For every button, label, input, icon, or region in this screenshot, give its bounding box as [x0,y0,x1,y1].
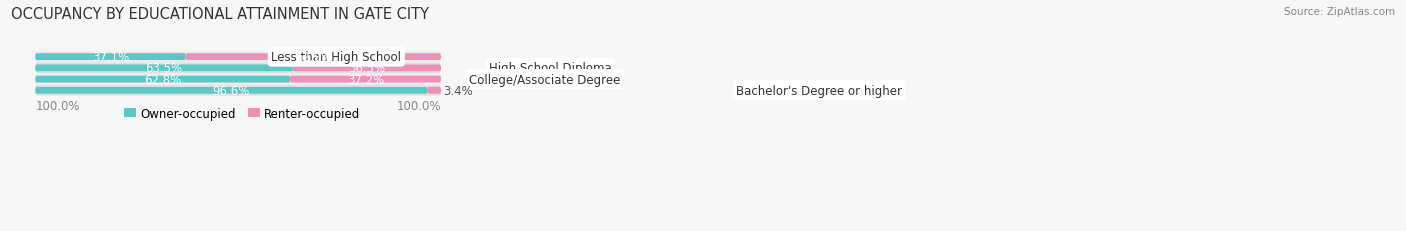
FancyBboxPatch shape [290,76,441,83]
FancyBboxPatch shape [35,52,441,63]
Text: 36.5%: 36.5% [349,62,385,75]
FancyBboxPatch shape [186,54,441,61]
Text: College/Associate Degree: College/Associate Degree [470,73,620,86]
FancyBboxPatch shape [35,76,290,83]
FancyBboxPatch shape [427,88,441,94]
FancyBboxPatch shape [35,88,427,94]
FancyBboxPatch shape [35,74,441,85]
Text: 100.0%: 100.0% [396,99,441,112]
FancyBboxPatch shape [35,63,441,74]
Text: Source: ZipAtlas.com: Source: ZipAtlas.com [1284,7,1395,17]
FancyBboxPatch shape [35,85,441,96]
Text: Less than High School: Less than High School [271,51,401,64]
Text: 63.5%: 63.5% [146,62,183,75]
Text: OCCUPANCY BY EDUCATIONAL ATTAINMENT IN GATE CITY: OCCUPANCY BY EDUCATIONAL ATTAINMENT IN G… [11,7,429,22]
FancyBboxPatch shape [292,65,441,72]
Text: 37.2%: 37.2% [347,73,384,86]
FancyBboxPatch shape [35,54,186,61]
Text: 62.8%: 62.8% [143,73,181,86]
FancyBboxPatch shape [35,65,292,72]
Text: 37.1%: 37.1% [91,51,129,64]
Legend: Owner-occupied, Renter-occupied: Owner-occupied, Renter-occupied [120,102,366,125]
Text: High School Diploma: High School Diploma [489,62,612,75]
Text: 62.9%: 62.9% [295,51,332,64]
Text: 96.6%: 96.6% [212,85,250,97]
Text: 3.4%: 3.4% [443,85,472,97]
Text: Bachelor's Degree or higher: Bachelor's Degree or higher [737,85,903,97]
Text: 100.0%: 100.0% [35,99,80,112]
